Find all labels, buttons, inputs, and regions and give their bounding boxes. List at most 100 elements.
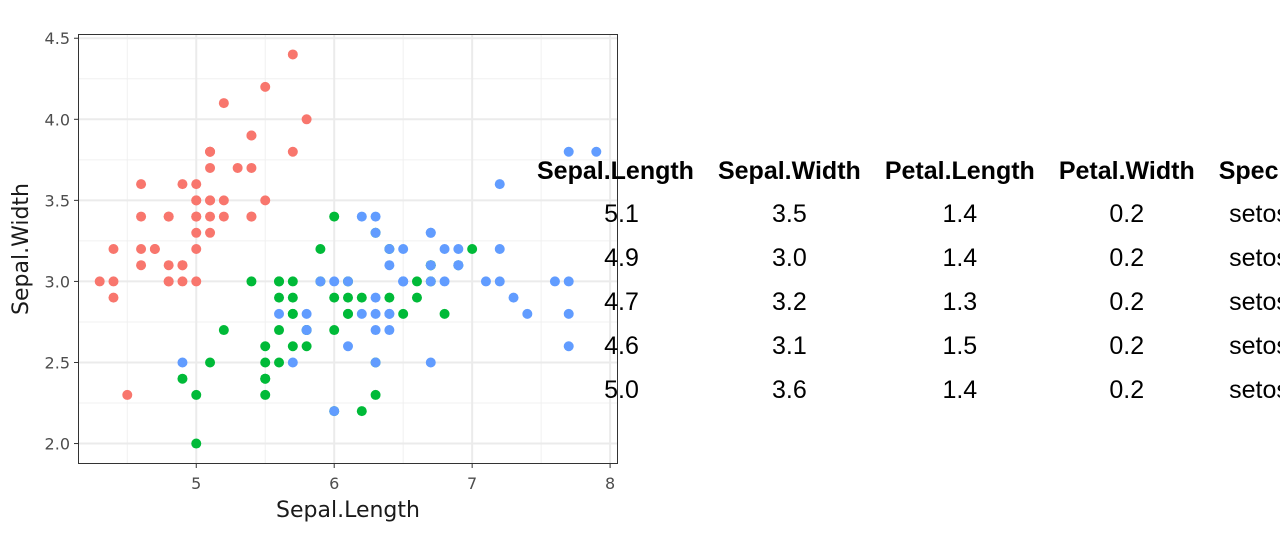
data-point <box>398 276 409 287</box>
data-point <box>246 162 257 173</box>
data-point <box>356 292 367 303</box>
table-cell: setosa <box>1229 243 1280 272</box>
data-point <box>370 292 381 303</box>
data-point <box>177 357 188 368</box>
points-layer <box>94 49 602 449</box>
table-cell: 1.4 <box>942 199 978 228</box>
table-cell: setosa <box>1229 199 1280 228</box>
data-point <box>191 244 202 254</box>
table-cell: 3.1 <box>772 331 807 360</box>
column-header: Sepal.Length <box>537 156 694 185</box>
data-point <box>108 276 119 287</box>
table-cell: setosa <box>1229 331 1280 360</box>
data-point <box>246 211 257 222</box>
data-point <box>398 308 409 319</box>
table-cell: setosa <box>1229 375 1280 404</box>
data-point <box>287 308 298 319</box>
x-tick-label: 6 <box>329 474 339 493</box>
data-point <box>287 341 298 352</box>
data-point <box>494 276 505 287</box>
data-point <box>218 325 229 336</box>
data-point <box>356 308 367 319</box>
data-point <box>205 162 216 173</box>
data-point <box>191 389 202 400</box>
data-point <box>287 276 298 287</box>
table-cell: 0.2 <box>1109 199 1145 228</box>
data-point <box>287 357 298 368</box>
data-point <box>439 276 450 287</box>
data-point <box>508 292 519 303</box>
data-point <box>260 357 271 368</box>
data-point <box>411 292 422 303</box>
table-cell: 3.2 <box>772 287 807 316</box>
data-point <box>494 244 505 254</box>
y-tick-label: 3.0 <box>45 272 70 291</box>
data-point <box>494 179 505 190</box>
data-point <box>94 276 105 287</box>
data-point <box>439 308 450 319</box>
data-point <box>370 357 381 368</box>
data-point <box>315 244 326 254</box>
x-tick-label: 5 <box>191 474 201 493</box>
data-point <box>329 276 340 287</box>
data-point <box>384 325 395 336</box>
data-point <box>177 260 188 271</box>
x-axis-title: Sepal.Length <box>276 498 420 523</box>
data-point <box>191 276 202 287</box>
data-point <box>108 244 119 254</box>
data-point <box>274 276 285 287</box>
data-point <box>136 211 147 222</box>
data-point <box>205 357 216 368</box>
data-point <box>136 260 147 271</box>
x-tick-label: 8 <box>605 474 615 493</box>
data-point <box>177 276 188 287</box>
table-cell: 0.2 <box>1109 331 1145 360</box>
data-point <box>411 276 422 287</box>
tick-layer: 5 6 7 8 2.0 2.5 3.0 3.5 4.0 4.5 <box>45 29 616 493</box>
data-point <box>287 292 298 303</box>
data-point <box>205 195 216 206</box>
data-point <box>370 211 381 222</box>
data-point <box>260 341 271 352</box>
data-point <box>274 325 285 336</box>
table-cell: 5.1 <box>604 199 639 228</box>
data-point <box>329 406 340 417</box>
table-cell: setosa <box>1229 287 1280 316</box>
panel-border <box>78 34 618 464</box>
data-point <box>370 308 381 319</box>
table-row: 4.9 3.0 1.4 0.2 setosa <box>537 236 1280 280</box>
column-header: Sepal.Width <box>717 156 861 185</box>
table-cell: 1.3 <box>942 287 978 316</box>
data-point <box>287 146 298 157</box>
data-point <box>149 244 160 254</box>
data-point <box>136 244 147 254</box>
data-point <box>205 227 216 238</box>
data-point <box>384 308 395 319</box>
table-cell: 4.7 <box>604 287 639 316</box>
data-point <box>343 292 353 303</box>
data-point <box>163 276 174 287</box>
data-point <box>315 276 326 287</box>
y-tick-label: 4.5 <box>45 29 70 48</box>
x-tick-label: 7 <box>467 474 477 493</box>
data-point <box>370 325 381 336</box>
data-point <box>108 292 119 303</box>
y-tick-label: 2.5 <box>45 353 70 372</box>
data-point <box>205 146 216 157</box>
data-point <box>232 162 243 173</box>
data-point <box>384 292 395 303</box>
data-point <box>246 276 257 287</box>
data-point <box>218 211 229 222</box>
data-point <box>522 308 533 319</box>
data-point <box>549 276 560 287</box>
y-tick-label: 4.0 <box>45 110 70 129</box>
table-cell: 0.2 <box>1109 243 1145 272</box>
data-point <box>356 211 367 222</box>
data-point <box>563 308 574 319</box>
data-point <box>370 389 381 400</box>
data-point <box>301 114 312 125</box>
data-point <box>563 276 574 287</box>
data-point <box>425 260 436 271</box>
data-point <box>205 211 216 222</box>
data-point <box>177 373 188 384</box>
